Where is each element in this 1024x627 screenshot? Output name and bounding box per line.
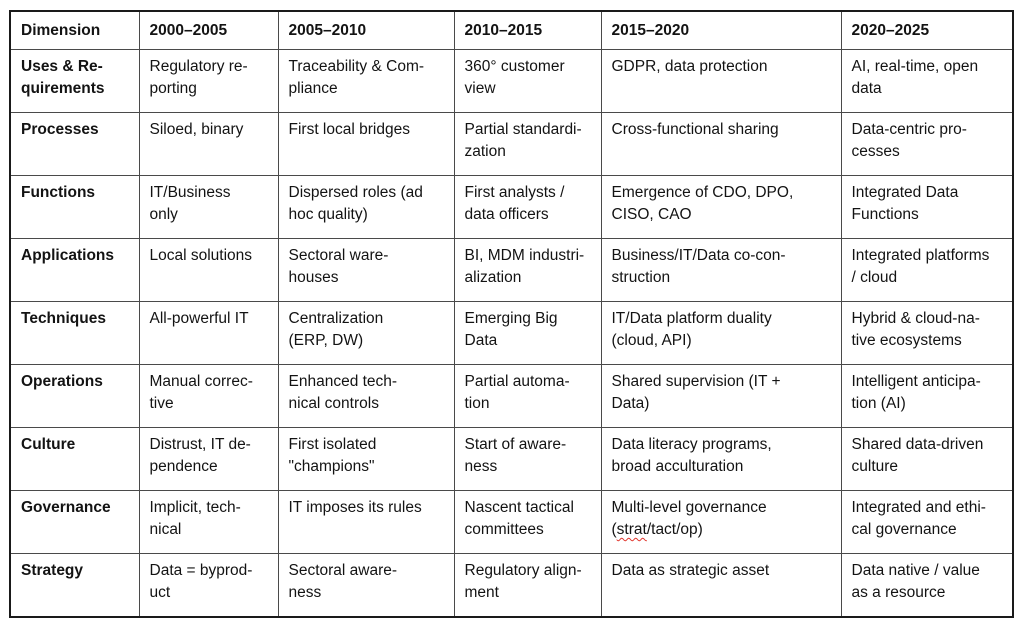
table-cell[interactable]: First isolated "champions" bbox=[277, 427, 455, 491]
table-cell[interactable]: IT/Data platform duality (cloud, API) bbox=[600, 301, 842, 365]
table-cell[interactable]: Data native / value as a resource bbox=[840, 553, 1014, 617]
table-cell[interactable]: Partial automa- tion bbox=[453, 364, 602, 428]
table-cell[interactable]: Intelligent anticipa- tion (AI) bbox=[840, 364, 1014, 428]
table-cell[interactable]: 360° customer view bbox=[453, 49, 602, 113]
table-cell[interactable]: AI, real-time, open data bbox=[840, 49, 1014, 113]
column-header-dimension[interactable]: Dimension bbox=[9, 10, 140, 50]
row-header-uses-re-quirements[interactable]: Uses & Re- quirements bbox=[9, 49, 140, 113]
table-cell[interactable]: BI, MDM industri- alization bbox=[453, 238, 602, 302]
table-row: Uses & Re- quirements Regulatory re- port… bbox=[9, 49, 1014, 113]
table-cell[interactable]: Sectoral ware- houses bbox=[277, 238, 455, 302]
table-row: Applications Local solutions Sectoral ware… bbox=[9, 238, 1014, 302]
row-header-operations[interactable]: Operations bbox=[9, 364, 140, 428]
table-cell[interactable]: Shared data-driven culture bbox=[840, 427, 1014, 491]
table-cell[interactable]: All-powerful IT bbox=[138, 301, 279, 365]
row-header-functions[interactable]: Functions bbox=[9, 175, 140, 239]
row-header-culture[interactable]: Culture bbox=[9, 427, 140, 491]
table-cell[interactable]: Local solutions bbox=[138, 238, 279, 302]
column-header-2015-2020[interactable]: 2015–2020 bbox=[600, 10, 842, 50]
table-cell[interactable]: Nascent tactical committees bbox=[453, 490, 602, 554]
table-row: Processes Siloed, binary First local bridg… bbox=[9, 112, 1014, 176]
table-cell[interactable]: Dispersed roles (ad hoc quality) bbox=[277, 175, 455, 239]
table-cell[interactable]: Shared supervision (IT + Data) bbox=[600, 364, 842, 428]
table-cell[interactable]: Integrated and ethi- cal governance bbox=[840, 490, 1014, 554]
table-cell[interactable]: Sectoral aware- ness bbox=[277, 553, 455, 617]
table-cell[interactable]: Emerging Big Data bbox=[453, 301, 602, 365]
table-cell[interactable]: Integrated Data Functions bbox=[840, 175, 1014, 239]
table-cell[interactable]: Integrated platforms / cloud bbox=[840, 238, 1014, 302]
column-header-2000-2005[interactable]: 2000–2005 bbox=[138, 10, 279, 50]
table-cell[interactable]: GDPR, data protection bbox=[600, 49, 842, 113]
table-cell[interactable]: Siloed, binary bbox=[138, 112, 279, 176]
table-cell[interactable]: Data as strategic asset bbox=[600, 553, 842, 617]
table-cell[interactable]: Emergence of CDO, DPO, CISO, CAO bbox=[600, 175, 842, 239]
table-row: Techniques All-powerful IT Centralization … bbox=[9, 301, 1014, 365]
table-cell[interactable]: First local bridges bbox=[277, 112, 455, 176]
table-cell[interactable]: Traceability & Com- pliance bbox=[277, 49, 455, 113]
table-cell[interactable]: Data = byprod- uct bbox=[138, 553, 279, 617]
table-row: Functions IT/Business only Dispersed roles… bbox=[9, 175, 1014, 239]
column-header-2010-2015[interactable]: 2010–2015 bbox=[453, 10, 602, 50]
table-cell[interactable]: Regulatory re- porting bbox=[138, 49, 279, 113]
row-header-applications[interactable]: Applications bbox=[9, 238, 140, 302]
spellcheck-underline: strat bbox=[616, 521, 647, 538]
row-header-governance[interactable]: Governance bbox=[9, 490, 140, 554]
table-row: Governance Implicit, tech- nical IT impose… bbox=[9, 490, 1014, 554]
table-body: Uses & Re- quirements Regulatory re- port… bbox=[9, 49, 1014, 617]
table-cell[interactable]: Partial standardi- zation bbox=[453, 112, 602, 176]
table-cell[interactable]: Cross-functional sharing bbox=[600, 112, 842, 176]
row-header-strategy[interactable]: Strategy bbox=[9, 553, 140, 617]
table-cell[interactable]: Distrust, IT de- pendence bbox=[138, 427, 279, 491]
table-cell[interactable]: Centralization (ERP, DW) bbox=[277, 301, 455, 365]
table-cell[interactable]: Data literacy programs, broad acculturat… bbox=[600, 427, 842, 491]
column-header-2020-2025[interactable]: 2020–2025 bbox=[840, 10, 1014, 50]
table-cell[interactable]: Regulatory align- ment bbox=[453, 553, 602, 617]
table-cell[interactable]: IT/Business only bbox=[138, 175, 279, 239]
column-header-2005-2010[interactable]: 2005–2010 bbox=[277, 10, 455, 50]
table-cell[interactable]: Implicit, tech- nical bbox=[138, 490, 279, 554]
table-cell[interactable]: First analysts / data officers bbox=[453, 175, 602, 239]
table-row: Operations Manual correc- tive Enhanced te… bbox=[9, 364, 1014, 428]
table-cell[interactable]: Enhanced tech- nical controls bbox=[277, 364, 455, 428]
table-cell[interactable]: Data-centric pro- cesses bbox=[840, 112, 1014, 176]
table-cell[interactable]: Start of aware- ness bbox=[453, 427, 602, 491]
row-header-processes[interactable]: Processes bbox=[9, 112, 140, 176]
data-maturity-evolution-table: Dimension 2000–2005 2005–2010 2010–2015 2015… bbox=[9, 10, 1014, 618]
table-cell[interactable]: Manual correc- tive bbox=[138, 364, 279, 428]
table-row: Strategy Data = byprod- uct Sectoral aware… bbox=[9, 553, 1014, 617]
row-header-techniques[interactable]: Techniques bbox=[9, 301, 140, 365]
table-cell[interactable]: Business/IT/Data co-con- struction bbox=[600, 238, 842, 302]
header-row: Dimension 2000–2005 2005–2010 2010–2015 2015… bbox=[9, 10, 1014, 50]
table-row: Culture Distrust, IT de- pendence First is… bbox=[9, 427, 1014, 491]
table-cell[interactable]: Hybrid & cloud-na- tive ecosystems bbox=[840, 301, 1014, 365]
table-cell[interactable]: IT imposes its rules bbox=[277, 490, 455, 554]
table-cell[interactable]: Multi-level governance (strat/tact/op) bbox=[600, 490, 842, 554]
